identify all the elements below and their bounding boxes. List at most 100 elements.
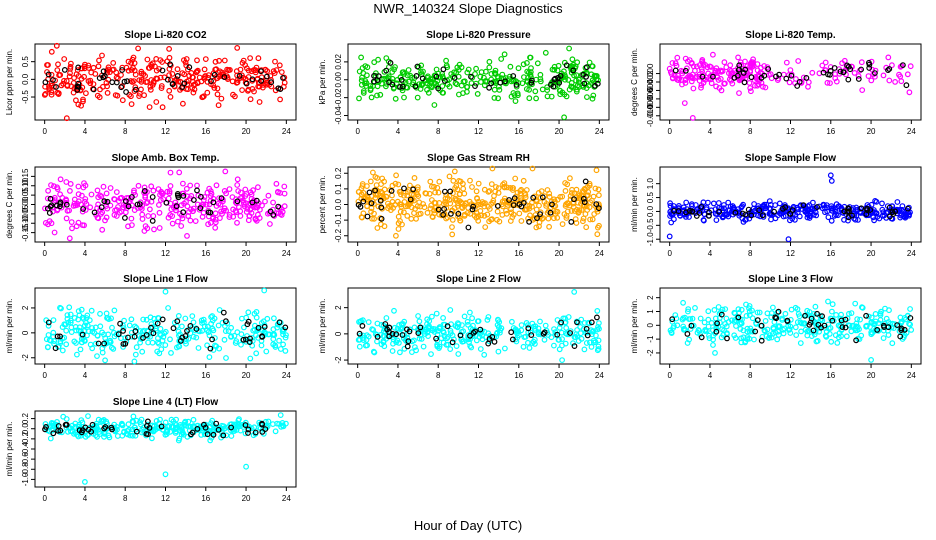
data-point	[386, 79, 393, 86]
data-point	[400, 335, 407, 342]
x-tick-label: 20	[555, 127, 564, 136]
data-point	[47, 203, 54, 210]
data-point	[237, 189, 244, 196]
data-point	[256, 99, 263, 105]
data-point	[199, 213, 206, 220]
data-point	[130, 54, 137, 61]
y-tick-label: -1.0	[646, 232, 655, 246]
data-point	[132, 86, 139, 93]
data-point	[149, 217, 156, 224]
data-point	[145, 213, 152, 219]
data-point	[529, 165, 536, 172]
data-point	[85, 413, 91, 420]
data-point	[486, 64, 493, 71]
data-point	[174, 72, 181, 79]
data-point	[167, 61, 174, 68]
data-point	[494, 322, 501, 328]
data-point	[872, 311, 879, 317]
data-point	[441, 206, 448, 212]
data-point	[120, 325, 127, 332]
data-point	[435, 206, 442, 213]
data-point	[201, 66, 208, 73]
data-point	[383, 75, 390, 82]
data-point	[710, 73, 716, 80]
data-point	[206, 185, 213, 192]
data-point	[906, 89, 913, 96]
data-point	[685, 308, 691, 315]
data-point	[411, 337, 417, 344]
data-point	[185, 77, 192, 84]
data-point	[88, 307, 95, 314]
data-point	[250, 327, 257, 334]
data-point	[45, 62, 51, 68]
data-point	[894, 199, 901, 205]
data-point	[59, 324, 66, 331]
data-point	[520, 198, 527, 205]
data-point	[724, 335, 730, 342]
data-point	[179, 180, 186, 187]
data-point	[237, 66, 244, 73]
data-point	[889, 209, 896, 216]
data-point	[378, 204, 385, 211]
data-point	[497, 79, 504, 86]
data-point	[78, 417, 85, 424]
data-point	[89, 325, 95, 331]
data-point	[177, 338, 184, 344]
data-point	[133, 344, 140, 351]
data-point	[714, 320, 720, 327]
data-point	[907, 315, 914, 321]
data-point	[518, 322, 525, 329]
data-point	[162, 328, 169, 335]
data-point	[568, 208, 575, 214]
data-point	[789, 207, 796, 213]
data-point	[368, 208, 375, 215]
x-tick-label: 4	[83, 371, 88, 380]
x-tick-label: 24	[595, 249, 604, 258]
data-point	[481, 212, 488, 219]
data-point	[827, 172, 834, 179]
data-point	[201, 75, 208, 82]
y-tick-label: 2	[21, 305, 30, 310]
data-point	[234, 219, 240, 226]
data-point	[53, 84, 59, 90]
data-point	[122, 335, 129, 341]
data-point	[104, 315, 111, 321]
data-point	[81, 65, 88, 72]
data-point	[283, 332, 289, 339]
data-point	[563, 212, 570, 219]
data-point	[518, 327, 525, 334]
data-point	[88, 69, 95, 76]
data-point	[813, 212, 820, 219]
data-point	[46, 84, 53, 91]
data-point	[447, 188, 454, 195]
data-point	[747, 85, 754, 91]
panel-title: Slope Li-820 CO2	[124, 30, 207, 41]
data-point	[411, 191, 417, 198]
data-point	[364, 203, 371, 210]
data-point	[381, 186, 388, 193]
data-point	[456, 177, 462, 184]
data-point	[523, 86, 530, 92]
data-point	[242, 419, 249, 426]
data-point	[148, 183, 155, 190]
data-point	[222, 328, 229, 335]
data-point	[42, 219, 49, 226]
data-point	[433, 73, 440, 80]
data-point	[126, 91, 133, 98]
data-point	[135, 182, 142, 189]
data-point	[580, 215, 587, 222]
data-point	[491, 94, 498, 101]
data-point	[433, 80, 439, 87]
data-point	[63, 215, 70, 222]
data-point	[87, 204, 94, 211]
data-point	[277, 412, 284, 419]
data-point	[218, 195, 225, 202]
data-point	[76, 324, 83, 331]
data-point	[244, 321, 251, 328]
data-point	[356, 95, 362, 102]
data-point	[585, 319, 592, 326]
data-point	[375, 73, 382, 80]
data-point	[254, 184, 261, 191]
y-tick-label: 0.00	[334, 71, 343, 87]
data-point	[110, 66, 117, 73]
